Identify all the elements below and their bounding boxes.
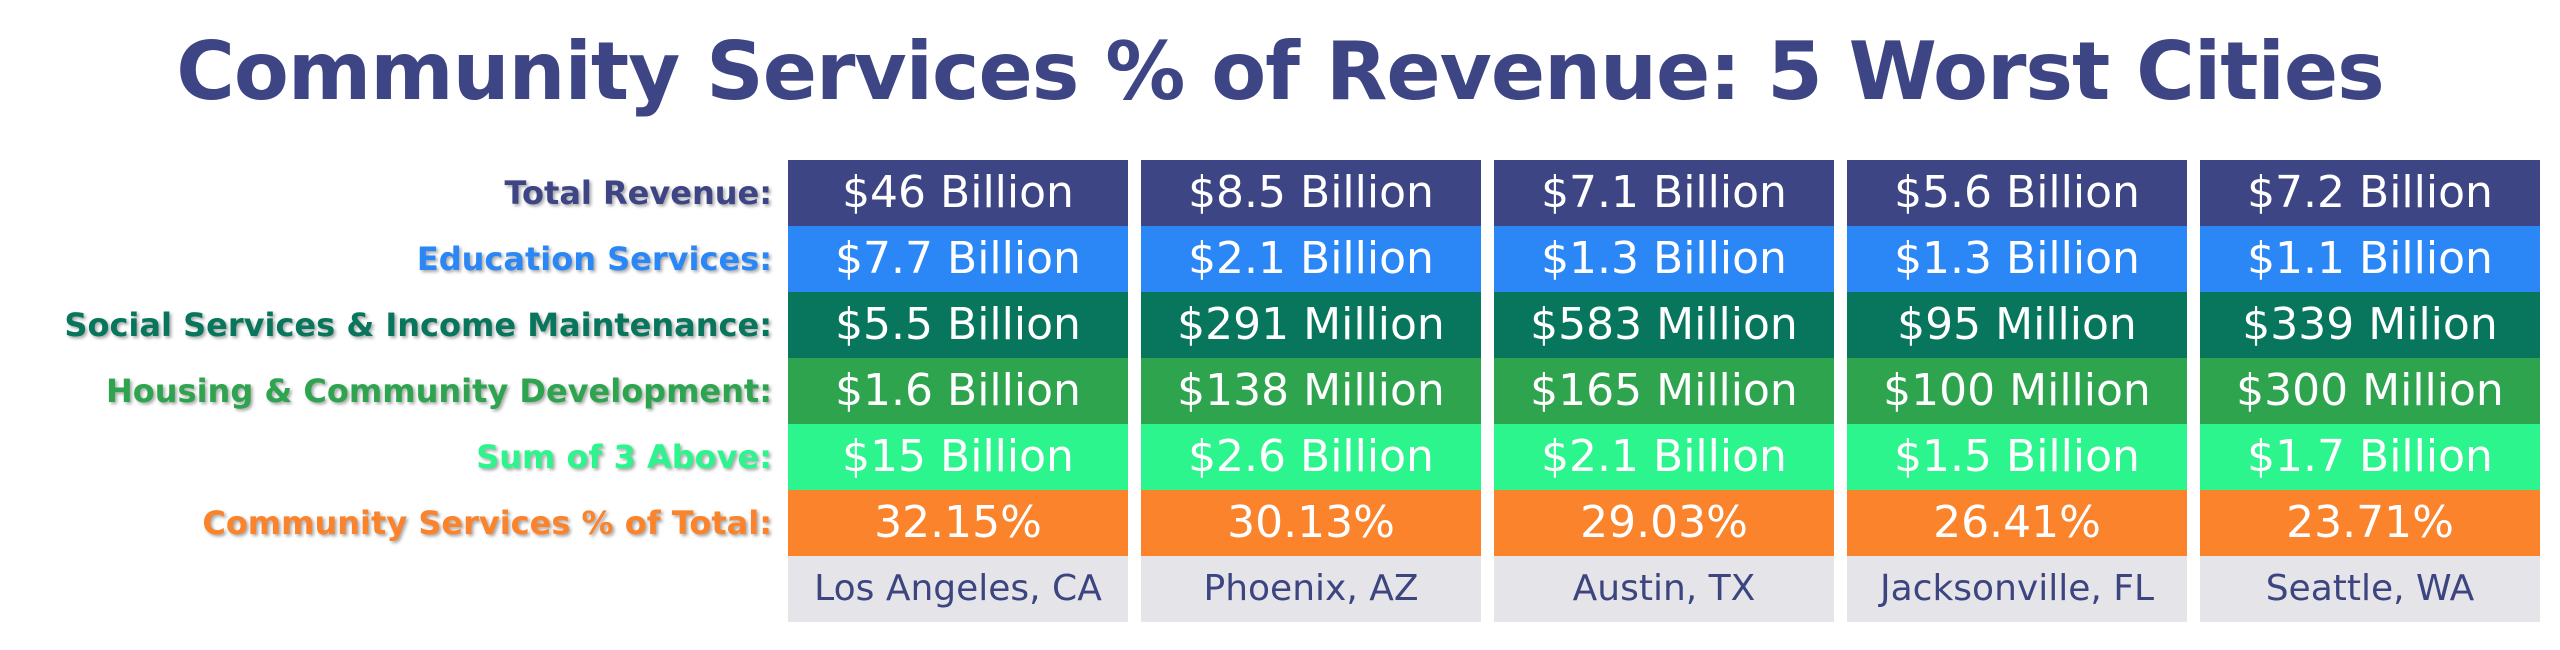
cell-pct: 29.03% — [1494, 490, 1834, 556]
cell-sum: $15 Billion — [788, 424, 1128, 490]
cell-pct: 26.41% — [1847, 490, 2187, 556]
cell-housing: $1.6 Billion — [788, 358, 1128, 424]
cell-housing: $138 Million — [1141, 358, 1481, 424]
row-label-sum: Sum of 3 Above: — [476, 438, 772, 476]
city-column: $7.2 Billion $1.1 Billion $339 Milion $300 … — [2200, 160, 2540, 622]
cell-pct: 32.15% — [788, 490, 1128, 556]
cell-city: Jacksonville, FL — [1847, 556, 2187, 622]
cell-housing: $100 Million — [1847, 358, 2187, 424]
cell-city: Phoenix, AZ — [1141, 556, 1481, 622]
city-column: $8.5 Billion $2.1 Billion $291 Million $138… — [1141, 160, 1481, 622]
cell-sum: $1.5 Billion — [1847, 424, 2187, 490]
cell-sum: $1.7 Billion — [2200, 424, 2540, 490]
city-column: $7.1 Billion $1.3 Billion $583 Million $165… — [1494, 160, 1834, 622]
row-label-social: Social Services & Income Maintenance: — [64, 306, 772, 344]
row-label-pct: Community Services % of Total: — [202, 504, 772, 542]
cell-education: $1.3 Billion — [1847, 226, 2187, 292]
chart-title: Community Services % of Revenue: 5 Worst… — [176, 25, 2385, 118]
cell-sum: $2.6 Billion — [1141, 424, 1481, 490]
city-column: $46 Billion $7.7 Billion $5.5 Billion $1.6 … — [788, 160, 1128, 622]
cell-total: $7.1 Billion — [1494, 160, 1834, 226]
row-label-total: Total Revenue: — [504, 174, 772, 212]
cell-education: $7.7 Billion — [788, 226, 1128, 292]
cell-social: $291 Million — [1141, 292, 1481, 358]
cell-education: $2.1 Billion — [1141, 226, 1481, 292]
cell-pct: 23.71% — [2200, 490, 2540, 556]
cell-total: $7.2 Billion — [2200, 160, 2540, 226]
cell-total: $8.5 Billion — [1141, 160, 1481, 226]
row-label-education: Education Services: — [416, 240, 772, 278]
cell-social: $583 Million — [1494, 292, 1834, 358]
cell-pct: 30.13% — [1141, 490, 1481, 556]
cell-housing: $300 Million — [2200, 358, 2540, 424]
cell-education: $1.1 Billion — [2200, 226, 2540, 292]
cell-social: $5.5 Billion — [788, 292, 1128, 358]
cell-total: $5.6 Billion — [1847, 160, 2187, 226]
row-label-housing: Housing & Community Development: — [105, 372, 772, 410]
cell-city: Los Angeles, CA — [788, 556, 1128, 622]
cell-total: $46 Billion — [788, 160, 1128, 226]
city-column: $5.6 Billion $1.3 Billion $95 Million $100 … — [1847, 160, 2187, 622]
cell-sum: $2.1 Billion — [1494, 424, 1834, 490]
cell-city: Austin, TX — [1494, 556, 1834, 622]
cell-city: Seattle, WA — [2200, 556, 2540, 622]
cell-social: $95 Million — [1847, 292, 2187, 358]
cell-housing: $165 Million — [1494, 358, 1834, 424]
cell-education: $1.3 Billion — [1494, 226, 1834, 292]
cell-social: $339 Milion — [2200, 292, 2540, 358]
